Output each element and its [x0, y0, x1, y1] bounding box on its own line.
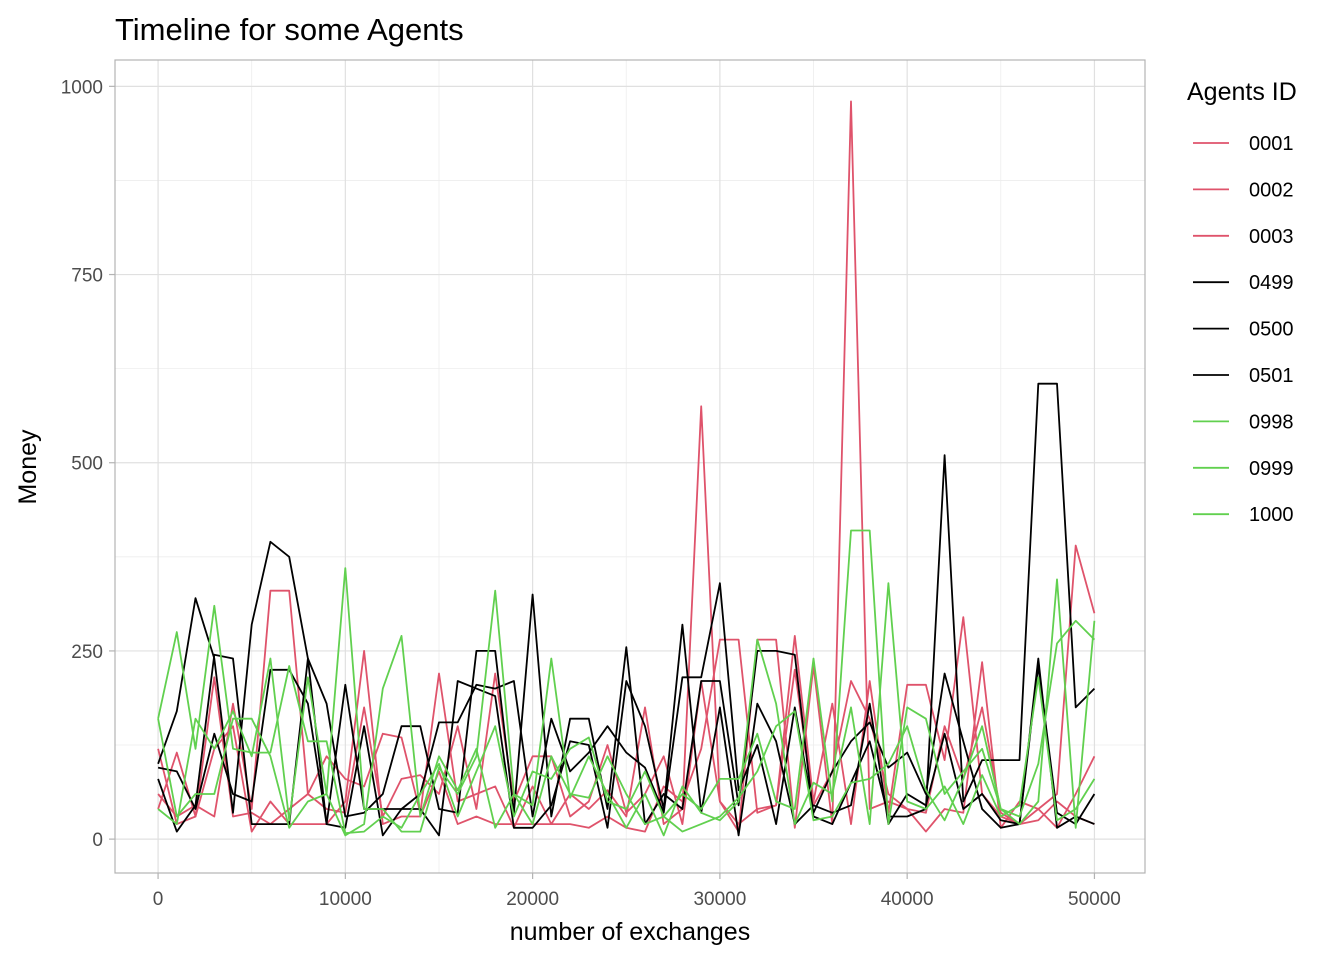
chart-title: Timeline for some Agents — [115, 12, 464, 47]
x-axis-title: number of exchanges — [510, 918, 750, 946]
minor-grid — [115, 60, 1145, 873]
y-tick-label: 1000 — [61, 77, 103, 98]
major-grid — [115, 60, 1145, 873]
series-line-0998 — [157, 529, 1096, 833]
x-axis: 0 10000 20000 30000 40000 50000 — [153, 873, 1121, 910]
y-axis-title: Money — [14, 429, 42, 505]
plot-panel — [114, 59, 1146, 874]
series-line-0001 — [157, 100, 1096, 833]
legend-label-0500: 0500 — [1249, 319, 1294, 341]
series-line-0999 — [157, 582, 1096, 837]
legend-label-0501: 0501 — [1249, 365, 1294, 387]
x-tick-label: 20000 — [506, 889, 559, 910]
legend-label-1000: 1000 — [1249, 504, 1294, 526]
x-tick-label: 0 — [153, 889, 164, 910]
series-line-0499 — [157, 382, 1096, 825]
y-axis: 0 250 500 750 1000 — [61, 77, 115, 851]
legend-label-0003: 0003 — [1249, 226, 1294, 248]
y-tick-label: 500 — [71, 454, 103, 475]
series-layer — [157, 100, 1096, 837]
y-tick-label: 0 — [92, 830, 103, 851]
legend-title: Agents ID — [1187, 78, 1297, 106]
series-line-1000 — [157, 578, 1096, 834]
legend-label-0998: 0998 — [1249, 411, 1294, 433]
legend: Agents ID 0001 0002 0003 0499 0500 0501 0998 09… — [1187, 78, 1297, 526]
legend-label-0999: 0999 — [1249, 458, 1294, 480]
legend-label-0001: 0001 — [1249, 133, 1294, 155]
x-tick-label: 40000 — [881, 889, 934, 910]
y-tick-label: 250 — [71, 642, 103, 663]
legend-label-0002: 0002 — [1249, 179, 1294, 201]
x-tick-label: 50000 — [1068, 889, 1121, 910]
x-tick-label: 10000 — [319, 889, 372, 910]
y-tick-label: 750 — [71, 266, 103, 287]
legend-label-0499: 0499 — [1249, 272, 1294, 294]
x-tick-label: 30000 — [693, 889, 746, 910]
series-line-0501 — [157, 582, 1096, 829]
